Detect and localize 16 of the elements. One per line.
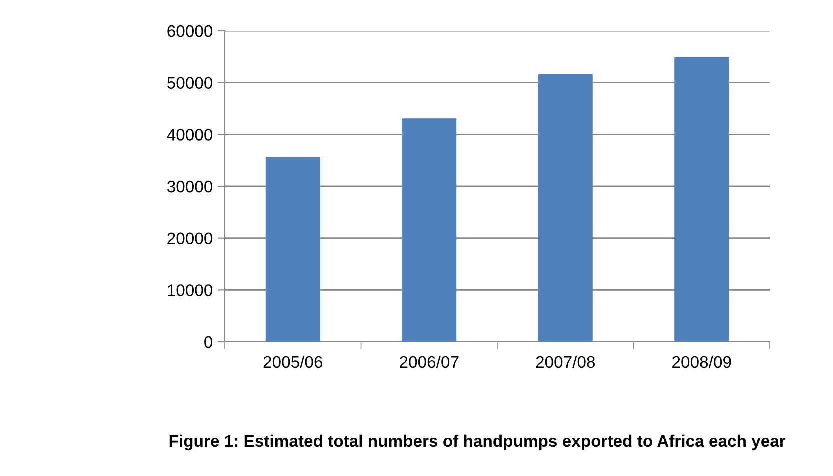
y-tick-label: 50000 [168, 77, 213, 90]
y-tick-label: 40000 [167, 129, 213, 141]
bar [538, 74, 593, 342]
bar [402, 118, 457, 342]
y-tick-label: 60000 [168, 25, 213, 38]
x-tick-label: 2007/08 [536, 356, 596, 368]
y-tick-label: 10000 [168, 284, 213, 296]
bar [674, 57, 730, 342]
x-tick-label: 2005/06 [264, 356, 323, 368]
y-tick-label: 20000 [168, 232, 213, 245]
bar [266, 157, 320, 342]
x-tick-label: 2006/07 [400, 356, 459, 368]
x-tick-label: 2008/09 [672, 356, 732, 368]
text: Figure 1: Estimated total numbers of handpumps exported to Africa each year [170, 434, 786, 450]
y-tick-label: 30000 [167, 180, 213, 193]
y-tick-label: 0 [204, 336, 213, 348]
